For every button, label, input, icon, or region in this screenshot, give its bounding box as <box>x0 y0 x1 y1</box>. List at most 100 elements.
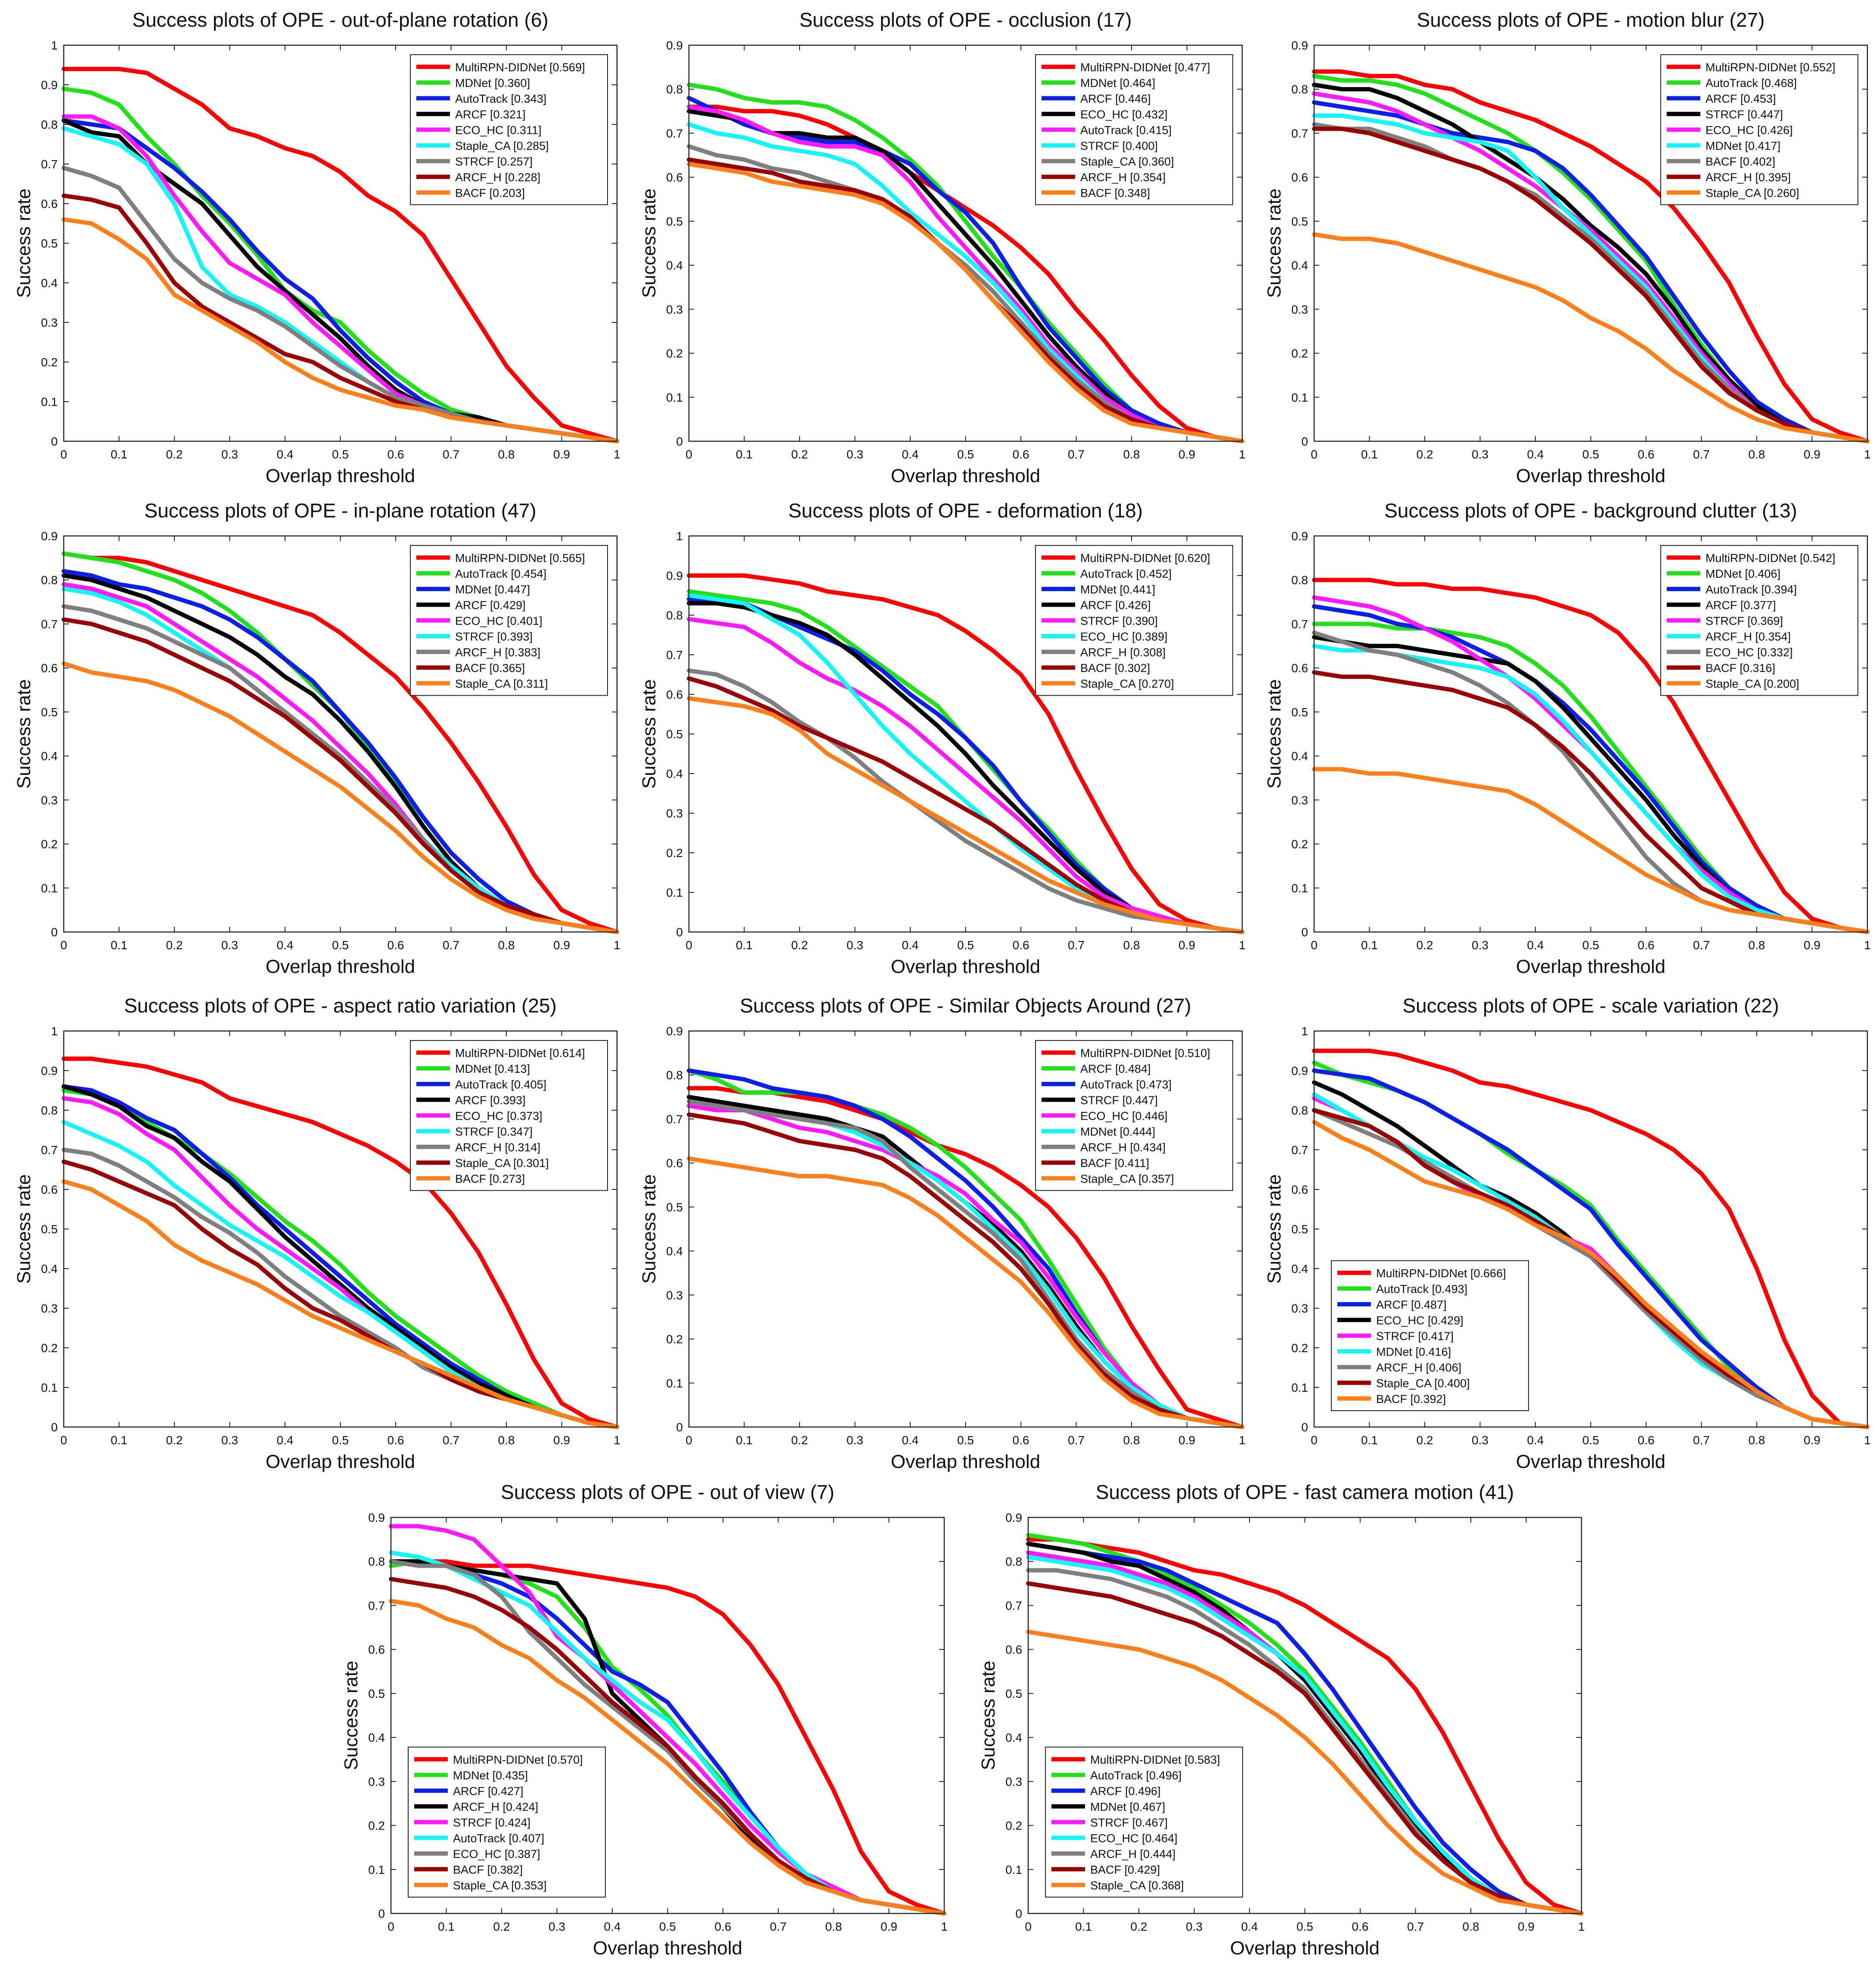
legend-label: BACF [0.382] <box>453 1863 523 1876</box>
y-tick-label: 0.8 <box>41 573 58 587</box>
x-tick-label: 0.7 <box>1068 448 1085 461</box>
y-tick-label: 0.8 <box>1291 83 1308 96</box>
chart-panel-aspect-ratio-variation: Success plots of OPE - aspect ratio vari… <box>0 986 625 1477</box>
x-tick-label: 0.2 <box>1417 938 1433 952</box>
legend-label: AutoTrack [0.496] <box>1090 1769 1181 1782</box>
x-tick-label: 0.4 <box>277 1433 294 1447</box>
y-tick-label: 0.7 <box>368 1599 385 1612</box>
legend-label: Staple_CA [0.357] <box>1080 1172 1174 1185</box>
series-line-bacf <box>687 1112 1244 1429</box>
chart-title: Success plots of OPE - out-of-plane rota… <box>132 9 548 31</box>
y-tick-label: 0.8 <box>666 83 683 96</box>
legend-label: BACF [0.402] <box>1705 155 1775 168</box>
legend-label: STRCF [0.447] <box>1705 108 1783 121</box>
series-group <box>62 67 619 443</box>
y-tick-label: 0.4 <box>1291 749 1308 763</box>
legend-label: ECO_HC [0.311] <box>455 124 542 136</box>
y-tick-label: 0.7 <box>41 1143 58 1157</box>
legend-label: ARCF [0.453] <box>1705 92 1776 105</box>
y-tick-label: 0.7 <box>1291 1143 1308 1157</box>
y-tick-label: 0.7 <box>666 1112 683 1126</box>
x-axis-label: Overlap threshold <box>891 1451 1040 1472</box>
legend: MultiRPN-DIDNet [0.552] AutoTrack [0.468]… <box>1660 54 1858 205</box>
y-tick-label: 0.3 <box>41 1302 58 1315</box>
legend-label: BACF [0.203] <box>455 186 525 199</box>
legend-label: AutoTrack [0.473] <box>1080 1078 1172 1091</box>
y-tick-label: 0.2 <box>368 1819 385 1833</box>
y-tick-label: 0.1 <box>1291 882 1308 895</box>
y-tick-label: 0.5 <box>666 215 683 228</box>
x-tick-label: 0.9 <box>1178 448 1195 461</box>
y-tick-label: 0 <box>676 926 683 939</box>
x-tick-label: 0.2 <box>791 1433 808 1447</box>
chart-panel-similar-objects-around: Success plots of OPE - Similar Objects A… <box>625 986 1250 1477</box>
legend-label: Staple_CA [0.368] <box>1090 1879 1184 1892</box>
axes-frame <box>688 44 1243 442</box>
y-tick-label: 1 <box>51 1025 58 1038</box>
y-tick-label: 0.4 <box>1291 1262 1308 1276</box>
series-line-multirpn-didnet <box>62 67 619 443</box>
y-tick-label: 0.9 <box>368 1511 385 1524</box>
y-axis-label: Success rate <box>13 1174 34 1284</box>
x-tick-label: 0.5 <box>332 938 349 952</box>
x-tick-label: 0.9 <box>1178 1433 1195 1447</box>
chart-svg: Success plots of OPE - Similar Objects A… <box>639 994 1246 1472</box>
legend-label: ARCF_H [0.354] <box>1705 630 1791 643</box>
x-tick-label: 0 <box>685 938 692 952</box>
x-tick-label: 0.3 <box>221 448 238 461</box>
legend-label: ARCF_H [0.424] <box>453 1800 538 1813</box>
legend-label: MultiRPN-DIDNet [0.570] <box>453 1753 583 1766</box>
y-tick-label: 0 <box>1301 1421 1308 1434</box>
legend-label: ECO_HC [0.332] <box>1705 646 1793 659</box>
series-line-mdnet <box>62 1088 619 1429</box>
y-tick-label: 0.5 <box>1291 215 1308 228</box>
axes-frame <box>63 535 618 933</box>
x-tick-label: 0.1 <box>736 1433 753 1447</box>
chart-title: Success plots of OPE - fast camera motio… <box>1096 1481 1514 1503</box>
series-line-staple-ca <box>687 696 1244 934</box>
x-axis-label: Overlap threshold <box>891 956 1040 977</box>
chart-panel-background-clutter: Success plots of OPE - background clutte… <box>1250 491 1876 981</box>
y-tick-label: 0.9 <box>666 1025 683 1038</box>
axes-frame <box>63 44 618 442</box>
y-tick-label: 0.2 <box>666 846 683 860</box>
y-tick-label: 0.7 <box>1291 617 1308 631</box>
x-tick-label: 0.4 <box>1241 1920 1258 1933</box>
y-tick-label: 0.6 <box>666 1157 683 1170</box>
legend-label: Staple_CA [0.360] <box>1080 155 1174 168</box>
legend-label: MDNet [0.441] <box>1080 583 1155 596</box>
legend-label: MultiRPN-DIDNet [0.614] <box>455 1046 585 1059</box>
y-tick-label: 0.3 <box>1005 1775 1022 1788</box>
series-line-multirpn-didnet <box>1312 1049 1870 1429</box>
axes-frame <box>1313 535 1868 933</box>
legend-label: STRCF [0.417] <box>1376 1330 1454 1343</box>
series-line-staple-ca <box>1312 232 1870 443</box>
x-tick-label: 0.6 <box>388 448 404 461</box>
y-tick-label: 0 <box>51 1421 58 1434</box>
series-line-bacf <box>687 162 1244 443</box>
y-tick-label: 0.5 <box>1005 1687 1022 1700</box>
x-tick-label: 0.3 <box>221 1433 238 1447</box>
x-tick-label: 0.9 <box>1804 1433 1820 1447</box>
y-tick-label: 0.4 <box>666 259 683 272</box>
axes-frame <box>390 1517 945 1914</box>
x-tick-label: 0.9 <box>1804 448 1820 461</box>
y-tick-label: 0.5 <box>1291 706 1308 719</box>
series-line-staple-ca <box>62 661 619 934</box>
legend-label: MultiRPN-DIDNet [0.510] <box>1080 1046 1210 1059</box>
x-tick-label: 0.2 <box>791 938 808 952</box>
y-tick-label: 0.1 <box>1005 1863 1022 1876</box>
legend-label: AutoTrack [0.415] <box>1080 124 1172 136</box>
legend-label: ARCF [0.446] <box>1080 92 1151 105</box>
legend-label: AutoTrack [0.394] <box>1705 583 1797 596</box>
x-tick-label: 0.7 <box>1068 1433 1085 1447</box>
y-tick-label: 0 <box>51 435 58 448</box>
x-tick-label: 0 <box>685 448 692 461</box>
series-group <box>1026 1532 1584 1916</box>
series-line-multirpn-didnet <box>687 573 1244 934</box>
series-line-multirpn-didnet <box>62 1056 619 1429</box>
legend-label: ARCF [0.393] <box>455 1094 526 1107</box>
x-tick-label: 0.4 <box>1527 1433 1544 1447</box>
y-tick-label: 0.7 <box>41 617 58 631</box>
y-tick-label: 0.6 <box>1291 1183 1308 1196</box>
